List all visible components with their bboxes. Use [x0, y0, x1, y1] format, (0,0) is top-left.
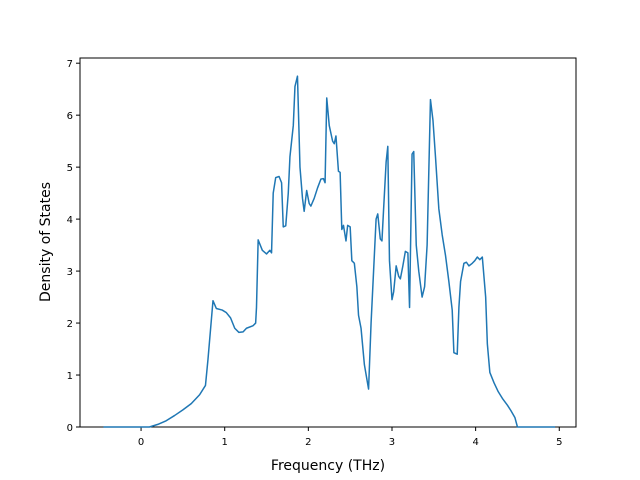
y-tick-label: 7: [67, 59, 73, 70]
y-tick-label: 4: [67, 215, 73, 226]
x-tick-label: 3: [389, 437, 395, 448]
x-tick-label: 0: [138, 437, 144, 448]
y-tick-label: 0: [67, 423, 73, 434]
line-series: [103, 75, 556, 428]
y-tick-label: 6: [67, 111, 73, 122]
y-axis-label: Density of States: [38, 182, 54, 302]
x-axis-label: Frequency (THz): [271, 458, 385, 474]
x-tick-label: 1: [222, 437, 228, 448]
x-tick-label: 4: [472, 437, 478, 448]
x-tick-label: 2: [305, 437, 311, 448]
y-tick-label: 1: [67, 371, 73, 382]
y-tick-label: 5: [67, 163, 73, 174]
plot-frame: [79, 57, 577, 428]
y-tick-label: 3: [67, 267, 73, 278]
x-tick-label: 5: [556, 437, 562, 448]
y-tick-label: 2: [67, 319, 73, 330]
